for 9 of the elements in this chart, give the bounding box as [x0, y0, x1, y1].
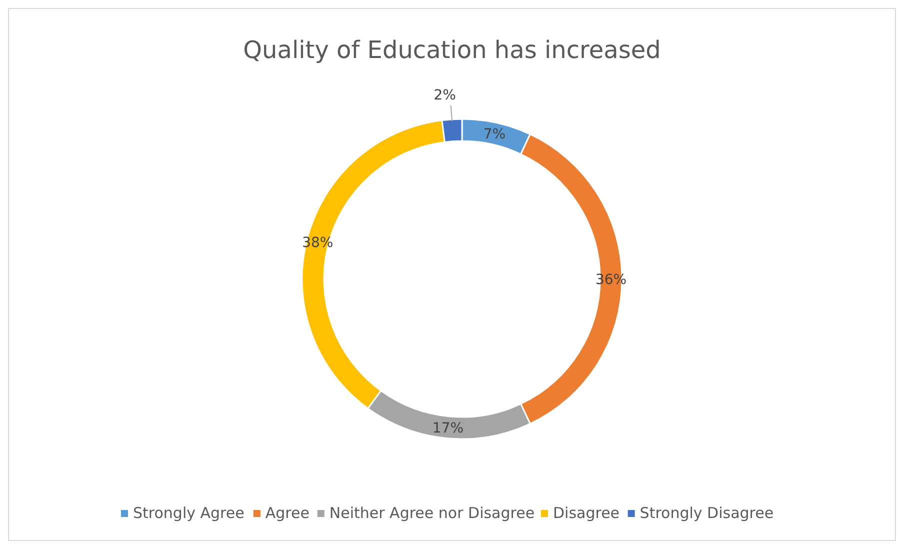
- legend-label: Disagree: [553, 504, 620, 522]
- data-label: 17%: [432, 420, 464, 436]
- data-label: 7%: [483, 126, 506, 143]
- legend-label: Strongly Disagree: [640, 504, 774, 522]
- legend-label: Neither Agree nor Disagree: [329, 504, 535, 522]
- legend-label: Agree: [265, 504, 310, 522]
- legend-label: Strongly Agree: [133, 504, 244, 522]
- data-label: 2%: [434, 87, 456, 104]
- chart-title: Quality of Education has increased: [243, 36, 661, 64]
